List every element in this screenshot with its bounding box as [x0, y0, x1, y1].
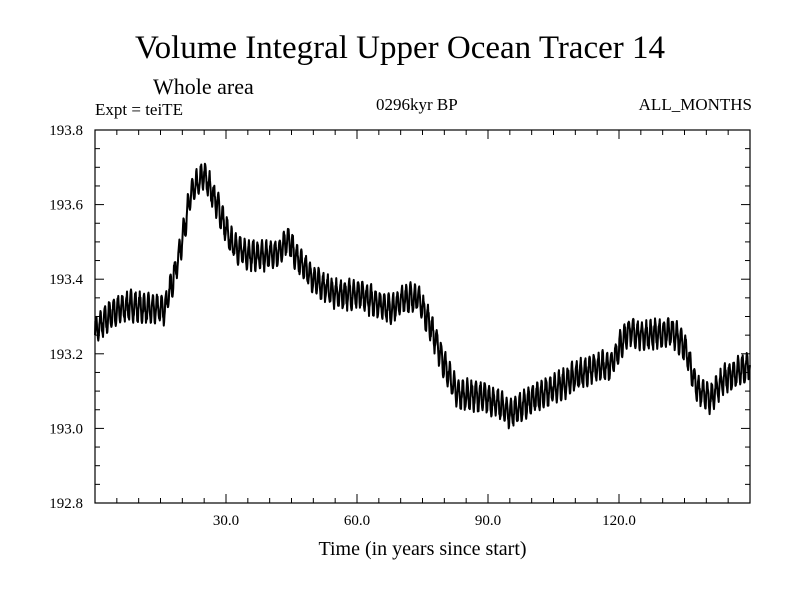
y-tick-labels: 192.8 193.0 193.2 193.4 193.6 193.8 — [49, 123, 83, 512]
chart-title: Volume Integral Upper Ocean Tracer 14 — [135, 30, 665, 66]
y-tick-label: 193.0 — [49, 421, 83, 437]
chart-subtitle: Whole area — [153, 74, 254, 99]
y-tick-label: 192.8 — [49, 496, 83, 512]
y-tick-label: 193.6 — [49, 198, 83, 214]
x-tick-label: 30.0 — [213, 513, 239, 529]
experiment-label: Expt = teiTE — [95, 100, 183, 119]
plot-frame — [94, 129, 751, 504]
period-label: 0296kyr BP — [376, 95, 458, 114]
y-tick-label: 193.8 — [49, 123, 83, 139]
y-tick-label: 193.2 — [49, 347, 83, 363]
months-label: ALL_MONTHS — [638, 95, 752, 114]
x-tick-label: 60.0 — [344, 513, 370, 529]
x-tick-label: 90.0 — [475, 513, 501, 529]
x-axis-label: Time (in years since start) — [318, 538, 527, 560]
series-line — [94, 162, 751, 430]
y-tick-label: 193.4 — [49, 272, 83, 288]
x-tick-label: 120.0 — [602, 513, 636, 529]
x-tick-labels: 30.0 60.0 90.0 120.0 — [213, 513, 636, 529]
